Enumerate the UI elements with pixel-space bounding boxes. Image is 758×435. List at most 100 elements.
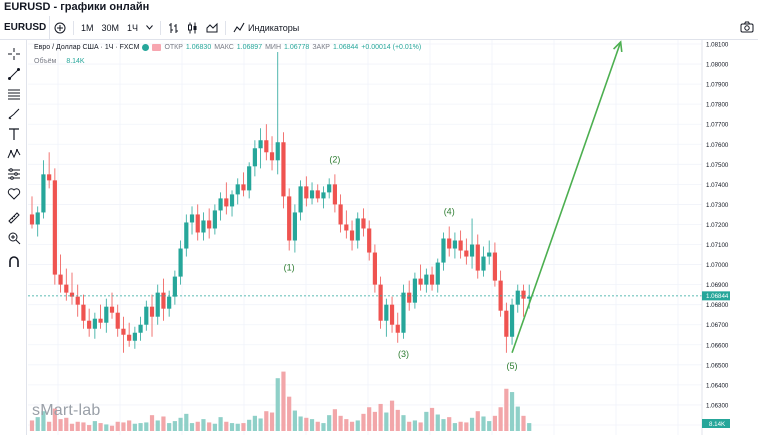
zoom-tool[interactable] <box>6 230 22 246</box>
volume-bar <box>144 422 149 431</box>
candle-style-icon <box>188 22 197 33</box>
candle <box>281 132 286 209</box>
bar-style-button[interactable] <box>164 16 183 40</box>
volume-bar <box>258 418 263 431</box>
indicators-label: Индикаторы <box>248 22 300 33</box>
brush-icon <box>8 108 20 120</box>
candles <box>29 52 532 353</box>
wave-labels: (1) (2) (3) (4) (5) <box>284 154 518 371</box>
volume-bar <box>161 416 166 431</box>
volume-bar <box>401 415 406 431</box>
interval-dropdown[interactable] <box>142 16 157 40</box>
toolbar-divider <box>160 20 162 35</box>
last-price-value: 1.06844 <box>706 293 729 300</box>
volume-bar <box>481 416 486 431</box>
volume-value: 8.14K <box>66 58 85 65</box>
volume-bar <box>138 423 143 431</box>
ruler-tool[interactable] <box>6 210 22 226</box>
pattern-tool[interactable] <box>6 146 22 162</box>
indicators-button[interactable]: Индикаторы <box>229 16 303 40</box>
trend-line-tool[interactable] <box>6 66 22 82</box>
candle <box>401 284 406 339</box>
candle <box>121 316 126 353</box>
candle <box>212 204 217 235</box>
add-symbol-button[interactable] <box>50 16 70 40</box>
price-tick-label: 1.06600 <box>706 342 729 349</box>
symbol-search[interactable]: EURUSD <box>0 15 50 40</box>
price-tick-label: 1.06300 <box>706 402 729 409</box>
interval-30m-button[interactable]: 30М <box>101 22 120 33</box>
magnet-tool[interactable] <box>6 254 22 270</box>
volume-bar <box>447 417 452 431</box>
volume-bar <box>218 417 223 431</box>
price-chart[interactable]: (1)(2)(3)(4)(5) 1.081001.080001.079001.0… <box>28 40 730 435</box>
candle <box>224 182 229 215</box>
candle <box>144 300 149 331</box>
last-volume-value: 8.14K <box>709 421 726 428</box>
candle <box>161 278 166 321</box>
price-tick-label: 1.07400 <box>706 182 729 189</box>
price-tick-label: 1.07500 <box>706 162 729 169</box>
favorites-tool[interactable] <box>6 186 22 202</box>
volume-bar <box>195 421 200 431</box>
volume-bar <box>424 411 429 431</box>
volume-bar <box>189 423 195 431</box>
low-value: 1.06778 <box>284 44 310 51</box>
candle <box>167 290 172 317</box>
volume-bar <box>509 392 515 431</box>
fib-tool[interactable] <box>6 86 22 102</box>
volume-bar <box>407 421 412 431</box>
wave-label: (2) <box>329 154 340 164</box>
volume-bar <box>149 415 155 431</box>
volume-bar <box>207 422 212 431</box>
candle <box>372 244 377 293</box>
volume-bar <box>344 419 349 431</box>
candle <box>241 172 246 197</box>
candle <box>275 52 280 175</box>
volume-bar <box>504 388 509 431</box>
candle <box>504 302 509 353</box>
volume-bar <box>349 421 355 431</box>
volume-bar <box>292 410 297 431</box>
candle <box>378 276 383 329</box>
area-style-button[interactable] <box>202 16 222 40</box>
volume-bar <box>281 371 286 431</box>
candle <box>464 238 469 265</box>
volume-bar <box>167 423 172 431</box>
volume-bar <box>332 409 337 431</box>
candle <box>412 272 418 309</box>
candle <box>184 214 189 257</box>
crosshair-tool[interactable] <box>6 46 22 62</box>
candle <box>498 270 503 317</box>
candle <box>269 136 275 171</box>
price-tick-label: 1.06500 <box>706 362 729 369</box>
candle <box>252 140 257 177</box>
snapshot-button[interactable] <box>740 21 754 35</box>
candle-style-button[interactable] <box>183 16 202 40</box>
last-volume-label: 8.14K <box>702 419 730 428</box>
forecast-arrow-head <box>613 40 623 53</box>
measure-tool[interactable] <box>6 166 22 182</box>
candle <box>452 232 458 259</box>
volume-bar <box>155 420 160 431</box>
volume-bar <box>269 412 275 431</box>
interval-1m-button[interactable]: 1М <box>81 22 94 33</box>
volume-bar <box>412 420 418 431</box>
volume-bar <box>224 421 229 431</box>
open-value: 1.06830 <box>185 44 212 51</box>
indicators-icon <box>233 22 245 33</box>
volume-bar <box>498 407 503 431</box>
candle <box>98 304 103 329</box>
price-axis[interactable]: 1.08100 1.08000 1.07900 1.07800 1.07700 1.076… <box>701 40 730 435</box>
volume-bar <box>321 423 326 431</box>
volume-bar <box>287 396 292 431</box>
crosshair-icon <box>8 48 20 60</box>
candle <box>361 208 366 237</box>
text-tool[interactable] <box>6 126 22 142</box>
zoom-icon <box>8 232 21 245</box>
high-label: МАКС <box>214 44 234 51</box>
interval-1h-button[interactable]: 1Ч <box>127 22 139 33</box>
candle <box>435 258 440 293</box>
brush-tool[interactable] <box>6 106 22 122</box>
candle <box>247 162 252 199</box>
